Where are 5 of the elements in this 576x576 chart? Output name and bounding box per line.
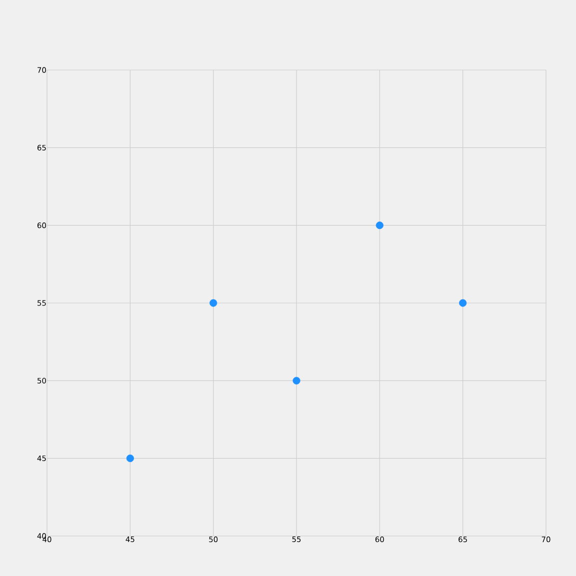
point [459, 299, 467, 307]
point [126, 454, 134, 462]
point [376, 222, 384, 230]
point [210, 299, 218, 307]
point [292, 376, 300, 384]
